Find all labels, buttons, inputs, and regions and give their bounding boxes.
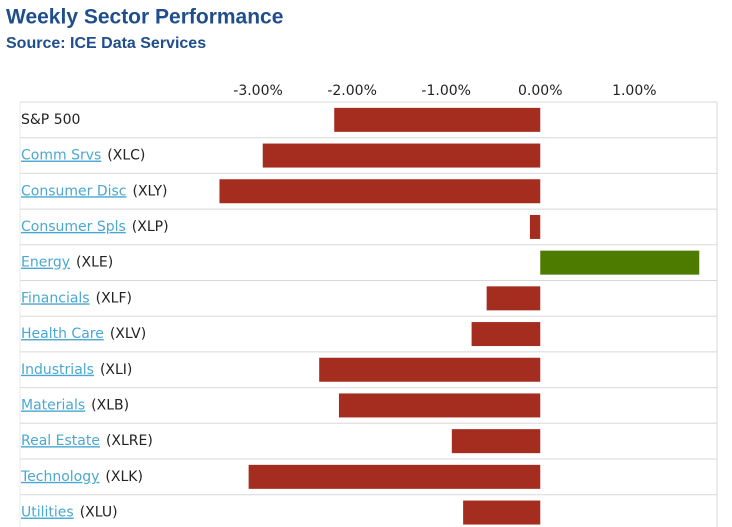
chart-subtitle: Source: ICE Data Services <box>6 35 206 52</box>
category-label: Consumer Spls (XLP) <box>21 219 169 235</box>
bar <box>486 286 541 311</box>
x-tick-label: -1.00% <box>421 83 471 99</box>
category-name: S&P 500 <box>21 112 80 128</box>
bar <box>319 357 541 382</box>
bar <box>471 322 541 347</box>
bar <box>540 250 700 275</box>
bar <box>248 464 541 489</box>
category-label: Real Estate (XLRE) <box>21 433 153 449</box>
category-label: Utilities (XLU) <box>21 505 118 521</box>
ticker: (XLE) <box>76 255 113 271</box>
sector-link[interactable]: Consumer Disc <box>21 183 127 199</box>
sector-link[interactable]: Technology <box>20 469 99 485</box>
category-label: Energy (XLE) <box>21 255 113 271</box>
x-tick-label: -3.00% <box>233 83 283 99</box>
chart-title: Weekly Sector Performance <box>6 6 283 29</box>
ticker: (XLB) <box>91 397 129 413</box>
ticker: (XLU) <box>80 505 118 521</box>
bar <box>338 393 541 418</box>
category-label: Health Care (XLV) <box>21 326 146 342</box>
sector-link[interactable]: Energy <box>21 255 70 271</box>
category-label: Technology (XLK) <box>20 469 143 485</box>
ticker: (XLRE) <box>106 433 153 449</box>
bar <box>219 179 541 204</box>
bar <box>262 143 541 168</box>
ticker: (XLY) <box>133 183 168 199</box>
ticker: (XLV) <box>110 326 146 342</box>
sector-link[interactable]: Real Estate <box>21 433 100 449</box>
category-label: Comm Srvs (XLC) <box>21 148 145 164</box>
sector-link[interactable]: Financials <box>21 290 90 306</box>
category-label: Consumer Disc (XLY) <box>21 183 168 199</box>
bar <box>451 429 541 454</box>
category-label: Financials (XLF) <box>21 290 132 306</box>
category-label: Industrials (XLI) <box>21 362 132 378</box>
ticker: (XLI) <box>100 362 132 378</box>
sector-link[interactable]: Consumer Spls <box>21 219 126 235</box>
ticker: (XLK) <box>105 469 143 485</box>
x-tick-label: -2.00% <box>327 83 377 99</box>
ticker: (XLF) <box>96 290 132 306</box>
sector-link[interactable]: Health Care <box>21 326 104 342</box>
bar <box>529 214 541 239</box>
x-tick-label: 0.00% <box>518 83 562 99</box>
category-label: S&P 500 <box>21 112 80 128</box>
sector-link[interactable]: Materials <box>21 397 85 413</box>
x-tick-label: 1.00% <box>612 83 656 99</box>
category-label: Materials (XLB) <box>21 397 129 413</box>
bar <box>463 500 541 525</box>
ticker: (XLP) <box>132 219 169 235</box>
bar <box>334 107 541 132</box>
ticker: (XLC) <box>107 148 145 164</box>
sector-link[interactable]: Comm Srvs <box>21 148 101 164</box>
sector-link[interactable]: Utilities <box>21 505 74 521</box>
sector-link[interactable]: Industrials <box>21 362 94 378</box>
